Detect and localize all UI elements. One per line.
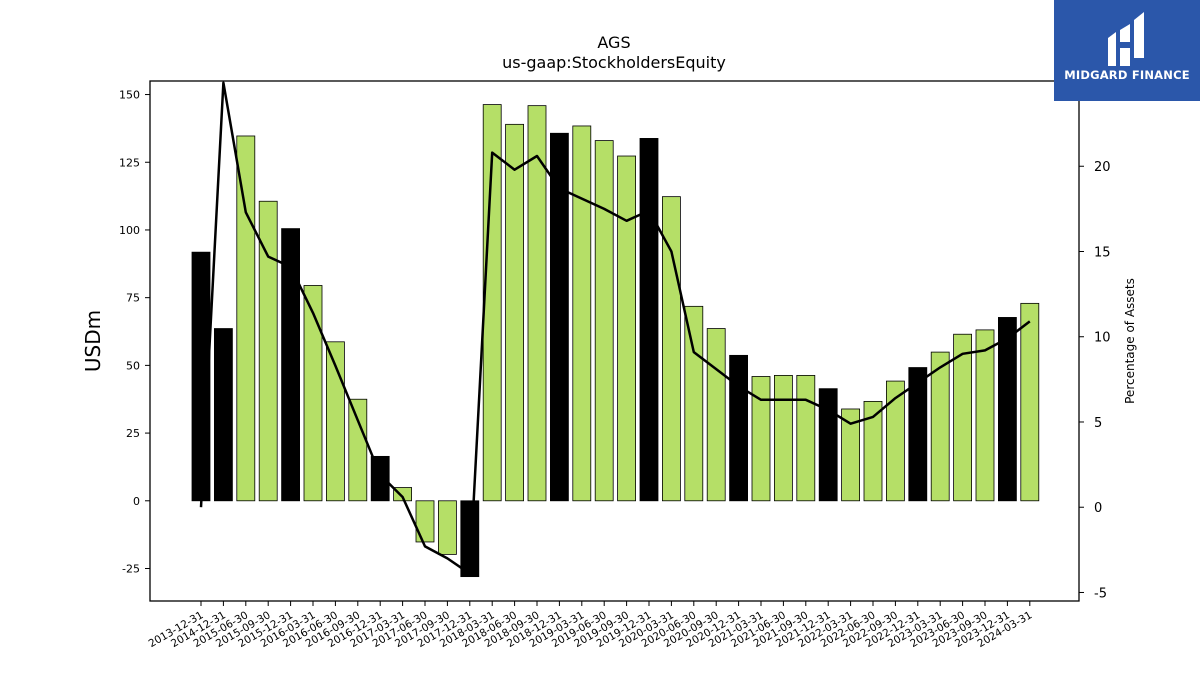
line-group	[199, 81, 1031, 575]
bar-2016-06-30	[325, 341, 345, 502]
assets-percentage-line	[199, 81, 1031, 575]
bar-2016-03-31	[303, 285, 323, 502]
plot-frame	[149, 80, 1080, 602]
bar-2015-06-30	[236, 135, 256, 502]
bar-2021-03-31	[751, 376, 771, 502]
bar-2022-12-31	[908, 367, 928, 502]
y-tick-label: 25	[126, 427, 140, 440]
bar-2015-09-30	[258, 200, 278, 502]
chart-title: AGS	[597, 33, 630, 52]
y-tick-label: 75	[126, 292, 140, 305]
bar-2016-09-30	[348, 398, 368, 502]
y2-tick-label: 0	[1094, 501, 1102, 516]
y-tick-label: -25	[122, 563, 140, 576]
bar-2015-12-31	[281, 228, 301, 502]
bar-2022-09-30	[886, 380, 905, 502]
bar-2014-12-31	[213, 328, 233, 502]
bar-2016-12-31	[370, 455, 390, 502]
bar-2018-09-30	[527, 105, 547, 502]
y-tick-label: 100	[119, 224, 140, 237]
y2-axis-label: Percentage of Assets	[1123, 278, 1137, 404]
bar-2019-06-30	[594, 140, 614, 502]
bar-2017-06-30	[415, 500, 435, 543]
y-tick-label: 50	[126, 359, 140, 372]
y2-tick-label: 20	[1094, 160, 1111, 175]
y2-tick-label: 5	[1094, 416, 1102, 431]
y2-tick-label: -5	[1094, 586, 1107, 601]
bar-2017-12-31	[460, 500, 480, 578]
y-axis-label: USDm	[81, 310, 105, 372]
bar-2018-12-31	[550, 132, 569, 502]
bar-2020-12-31	[729, 354, 748, 502]
brand-logo: MIDGARD FINANCE	[1054, 0, 1200, 101]
y2-tick-label: 15	[1094, 245, 1111, 260]
bar-2022-06-30	[863, 400, 883, 502]
right-axis: -5 0 5 10 15 20	[1079, 160, 1111, 601]
bar-2024-03-31	[1020, 302, 1040, 502]
bar-2019-12-31	[639, 138, 659, 502]
y-tick-label: 150	[119, 89, 140, 102]
bars-group	[191, 104, 1040, 578]
bar-2021-09-30	[796, 374, 816, 502]
bar-2021-12-31	[818, 388, 838, 502]
y2-tick-label: 10	[1094, 331, 1111, 346]
bar-2019-03-31	[572, 125, 592, 502]
bar-2022-03-31	[841, 408, 860, 502]
bar-2019-09-30	[617, 155, 636, 502]
logo-mark-icon	[1108, 12, 1144, 66]
bar-2021-06-30	[774, 374, 793, 502]
bar-2020-09-30	[706, 328, 726, 502]
bar-2023-03-31	[930, 351, 950, 502]
y-tick-label: 125	[119, 156, 140, 169]
bar-2020-06-30	[684, 305, 704, 502]
bar-2023-12-31	[998, 317, 1017, 502]
bar-2023-09-30	[975, 329, 995, 502]
y-tick-label: 0	[133, 495, 140, 508]
bar-2018-06-30	[505, 123, 525, 502]
x-axis: 2013-12-312014-12-312015-06-302015-09-30…	[147, 601, 1034, 650]
bar-2023-06-30	[953, 333, 972, 502]
bar-2017-09-30	[437, 500, 457, 555]
logo-text: MIDGARD FINANCE	[1064, 68, 1190, 82]
chart-subtitle: us-gaap:StockholdersEquity	[502, 53, 726, 72]
left-axis: -25 0 25 50 75 100 125 150	[119, 89, 150, 576]
